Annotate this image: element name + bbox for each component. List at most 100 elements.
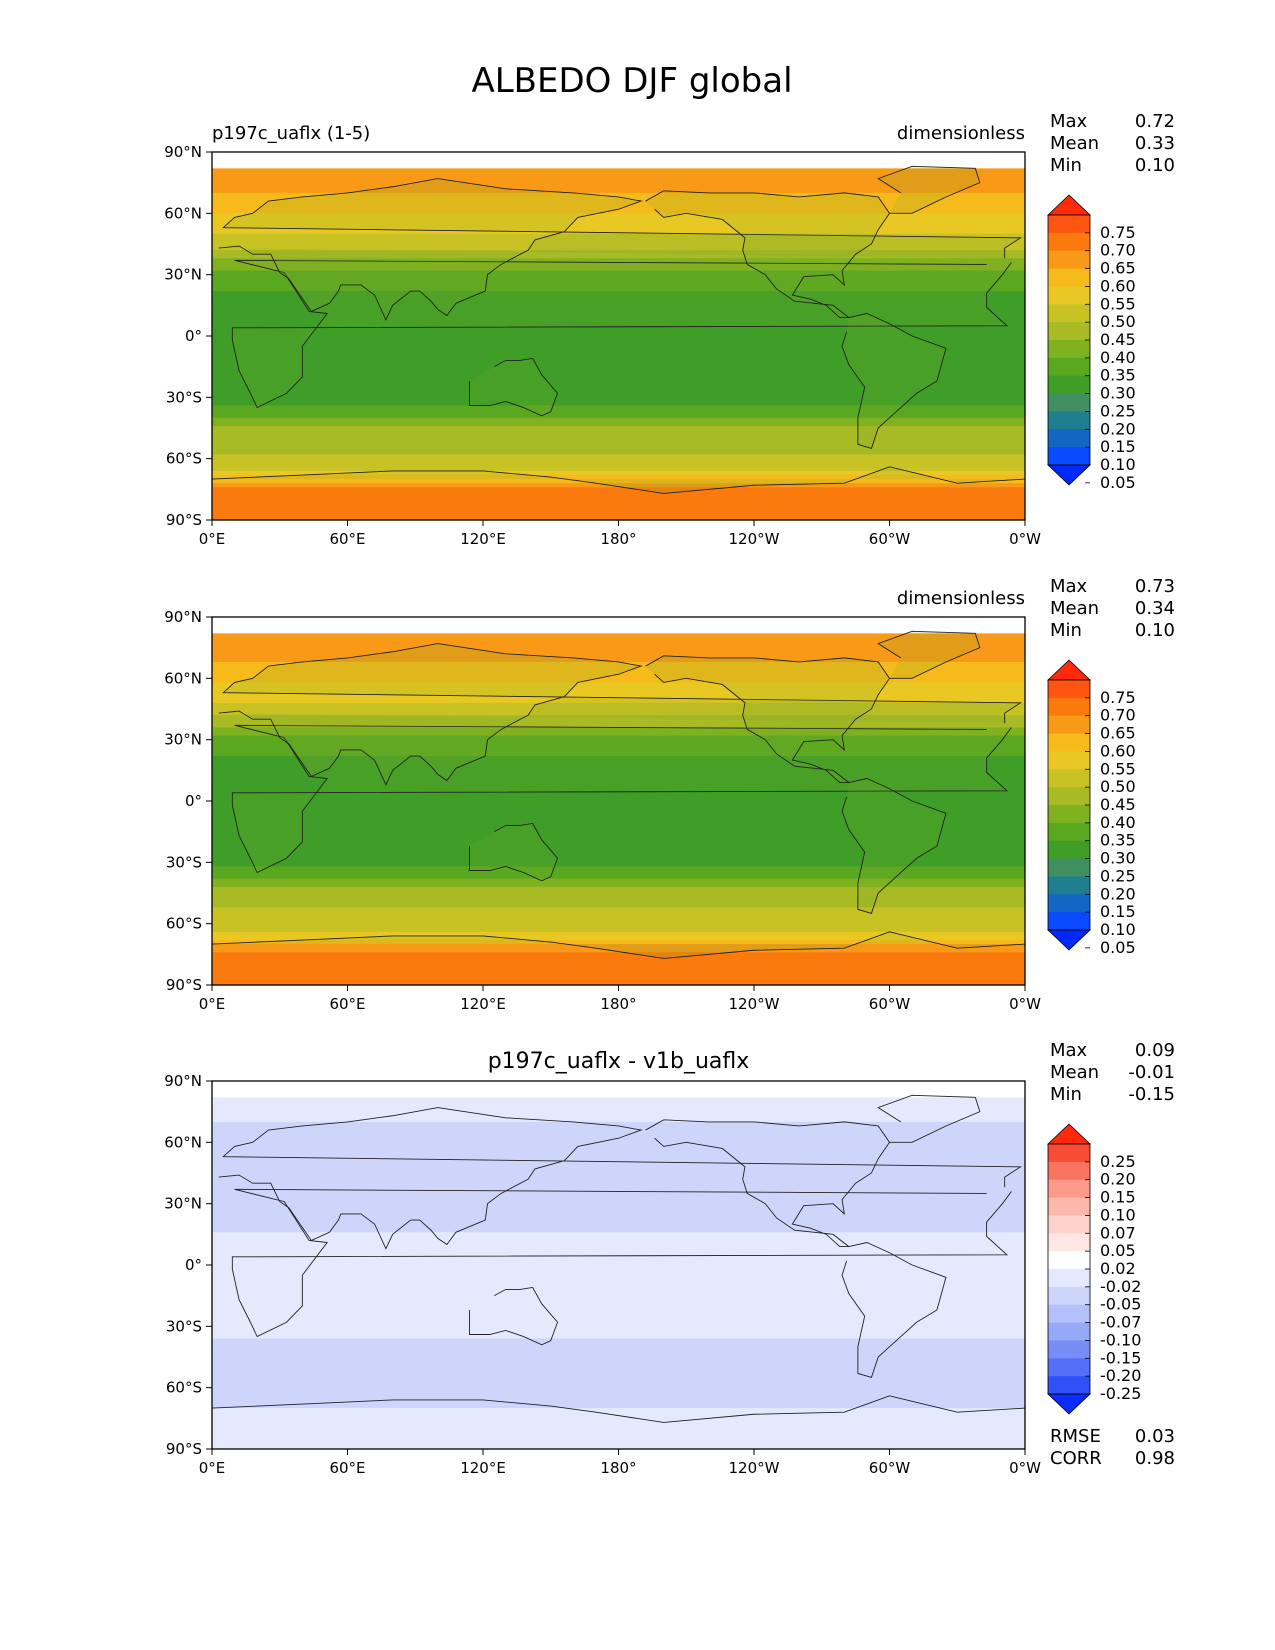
field-band bbox=[212, 188, 1025, 194]
field-band bbox=[212, 401, 1025, 407]
field-band bbox=[212, 1170, 1025, 1176]
field-band bbox=[212, 1432, 1025, 1438]
coastline bbox=[469, 822, 559, 882]
colorbar-segment bbox=[1048, 751, 1090, 770]
colorbar-label: 0.25 bbox=[1100, 866, 1136, 885]
field-band bbox=[212, 348, 1025, 353]
colorbar-label: 0.60 bbox=[1100, 276, 1136, 295]
colorbar: 0.750.700.650.600.550.500.450.400.350.30… bbox=[1047, 194, 1136, 492]
field-band bbox=[212, 1130, 1025, 1135]
field-band bbox=[212, 764, 1025, 769]
field-band bbox=[212, 649, 1025, 655]
field-band bbox=[212, 960, 1025, 966]
field-band bbox=[212, 674, 1025, 679]
colorbar-segment bbox=[1048, 1144, 1090, 1163]
field-band bbox=[212, 1166, 1025, 1172]
x-tick-label: 60°E bbox=[329, 530, 365, 548]
colorbar-segment bbox=[1048, 250, 1090, 270]
field-band bbox=[212, 1158, 1025, 1164]
field-band bbox=[212, 1252, 1025, 1258]
field-band bbox=[212, 657, 1025, 663]
field-band bbox=[212, 784, 1025, 790]
colorbar-segment bbox=[1048, 715, 1090, 735]
field-band bbox=[212, 870, 1025, 876]
field-band bbox=[212, 1338, 1025, 1344]
field-band bbox=[212, 1207, 1025, 1213]
field-band bbox=[212, 1277, 1025, 1282]
colorbar-label: 0.10 bbox=[1100, 455, 1136, 474]
field-band bbox=[212, 479, 1025, 484]
colorbar-segment bbox=[1048, 1215, 1090, 1234]
coastline bbox=[218, 643, 1022, 786]
coastline bbox=[469, 357, 559, 417]
field-band bbox=[212, 180, 1025, 186]
field-band bbox=[212, 948, 1025, 953]
field-band bbox=[212, 1232, 1025, 1237]
field-band bbox=[212, 336, 1025, 341]
field-band bbox=[212, 633, 1025, 639]
field-band bbox=[212, 1281, 1025, 1287]
field-band bbox=[212, 1150, 1025, 1156]
x-tick-label: 120°W bbox=[729, 1459, 780, 1477]
y-tick-label: 90°S bbox=[166, 976, 202, 994]
field-band bbox=[212, 903, 1025, 908]
field-band bbox=[212, 209, 1025, 214]
field-band bbox=[212, 327, 1025, 333]
field-band bbox=[212, 495, 1025, 501]
stat-label-max: Max bbox=[1050, 1040, 1088, 1061]
x-tick-label: 60°W bbox=[869, 1459, 911, 1477]
field-band bbox=[212, 295, 1025, 300]
field-band bbox=[212, 645, 1025, 651]
figure-title: ALBEDO DJF global bbox=[471, 61, 792, 101]
field-band bbox=[212, 1424, 1025, 1430]
field-band bbox=[212, 1085, 1025, 1090]
field-band bbox=[212, 1293, 1025, 1299]
field-band bbox=[212, 833, 1025, 839]
colorbar-segment bbox=[1048, 232, 1090, 252]
field-band bbox=[212, 829, 1025, 835]
field-band bbox=[212, 1199, 1025, 1205]
stat-label-rmse: RMSE bbox=[1050, 1426, 1101, 1447]
x-tick-label: 60°E bbox=[329, 1459, 365, 1477]
panel-left-title: p197c_uaflx (1-5) bbox=[212, 123, 370, 144]
field-band bbox=[212, 907, 1025, 912]
field-band bbox=[212, 821, 1025, 827]
field-band bbox=[212, 376, 1025, 382]
field-band bbox=[212, 1350, 1025, 1356]
field-band bbox=[212, 874, 1025, 880]
field-band bbox=[212, 666, 1025, 671]
stat-value-mean: -0.01 bbox=[1128, 1062, 1175, 1083]
colorbar-label: 0.25 bbox=[1100, 401, 1136, 420]
field-band bbox=[212, 483, 1025, 488]
field-band bbox=[212, 1240, 1025, 1246]
field-band bbox=[212, 364, 1025, 370]
field-band bbox=[212, 258, 1025, 263]
field-band bbox=[212, 196, 1025, 202]
stat-value-max: 0.09 bbox=[1135, 1040, 1175, 1061]
colorbar-extend-min bbox=[1047, 1393, 1091, 1415]
field-band bbox=[212, 641, 1025, 647]
stat-value-corr: 0.98 bbox=[1135, 1448, 1175, 1469]
field-band bbox=[212, 1334, 1025, 1340]
field-band bbox=[212, 723, 1025, 728]
field-band bbox=[212, 270, 1025, 276]
field-band bbox=[212, 458, 1025, 464]
field-band bbox=[212, 1420, 1025, 1426]
field-band bbox=[212, 935, 1025, 941]
field-band bbox=[212, 323, 1025, 329]
field-band bbox=[212, 303, 1025, 308]
field-band bbox=[212, 850, 1025, 855]
field-band bbox=[212, 661, 1025, 667]
field-band bbox=[212, 1285, 1025, 1291]
colorbar-extend-min bbox=[1047, 929, 1091, 951]
field-band bbox=[212, 160, 1025, 165]
field-band bbox=[212, 923, 1025, 929]
colorbar-segment bbox=[1048, 393, 1090, 412]
colorbar-label: -0.15 bbox=[1100, 1348, 1141, 1367]
x-tick-label: 0°W bbox=[1009, 530, 1041, 548]
colorbar-label: 0.70 bbox=[1100, 241, 1136, 260]
field-band bbox=[212, 340, 1025, 345]
stat-value-mean: 0.34 bbox=[1135, 598, 1175, 619]
colorbar-label: 0.45 bbox=[1100, 795, 1136, 814]
colorbar-segment bbox=[1048, 1233, 1090, 1252]
